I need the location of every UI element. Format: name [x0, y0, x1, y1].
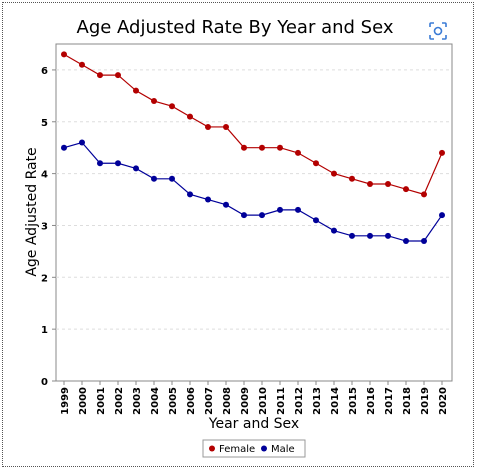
x-tick-label: 2013: [312, 387, 323, 415]
male-point-2013: [313, 217, 319, 224]
x-axis-label: Year and Sex: [208, 416, 299, 432]
x-tick-label: 2015: [348, 387, 359, 415]
y-tick-label: 3: [41, 221, 48, 232]
y-tick-label: 5: [41, 118, 48, 129]
y-axis-label: Age Adjusted Rate: [24, 147, 40, 276]
y-tick-label: 4: [41, 170, 48, 181]
female-point-2004: [151, 98, 157, 105]
female-point-2013: [313, 160, 319, 167]
y-tick-label: 1: [41, 325, 48, 336]
female-point-2009: [241, 144, 247, 151]
male-point-1999: [61, 144, 67, 151]
female-point-2003: [133, 87, 139, 94]
x-tick-label: 2012: [294, 387, 305, 415]
x-tick-label: 2020: [438, 387, 449, 415]
male-point-2015: [349, 232, 355, 239]
male-point-2005: [169, 175, 175, 182]
x-tick-label: 2008: [222, 387, 233, 415]
x-tick-label: 2017: [384, 387, 395, 415]
male-point-2008: [223, 201, 229, 208]
female-point-2001: [97, 72, 103, 79]
male-point-2002: [115, 160, 121, 167]
legend-box: [202, 439, 306, 458]
male-point-2006: [187, 191, 193, 198]
x-tick-label: 2001: [96, 387, 107, 415]
x-tick-label: 2000: [78, 387, 89, 415]
female-legend-marker: [209, 445, 215, 452]
female-point-2010: [259, 144, 265, 151]
male-point-2010: [259, 212, 265, 219]
x-tick-label: 1999: [60, 387, 71, 415]
x-tick-label: 2005: [168, 387, 179, 415]
x-tick-label: 2014: [330, 387, 341, 415]
legend: Female Male: [202, 439, 306, 458]
male-point-2017: [385, 232, 391, 239]
x-tick-label: 2019: [420, 387, 431, 415]
male-point-2018: [403, 238, 409, 245]
female-point-2015: [349, 175, 355, 182]
y-tick-label: 6: [41, 66, 48, 77]
male-point-2009: [241, 212, 247, 219]
female-point-2002: [115, 72, 121, 79]
x-tick-label: 2011: [276, 387, 287, 415]
male-point-2003: [133, 165, 139, 172]
female-point-2000: [79, 61, 85, 68]
camera-scan-button[interactable]: [428, 21, 448, 41]
x-tick-label: 2007: [204, 387, 215, 415]
male-point-2001: [97, 160, 103, 167]
female-point-1999: [61, 51, 67, 58]
x-tick-label: 2016: [366, 387, 377, 415]
female-point-2017: [385, 180, 391, 187]
x-tick-label: 2006: [186, 387, 197, 415]
camera-scan-icon: [429, 22, 447, 40]
female-point-2006: [187, 113, 193, 120]
female-point-2020: [439, 149, 445, 156]
female-point-2011: [277, 144, 283, 151]
female-point-2018: [403, 186, 409, 193]
female-legend-label: Female: [219, 444, 255, 455]
male-legend-label: Male: [271, 444, 295, 455]
male-point-2011: [277, 206, 283, 213]
y-tick-label: 2: [41, 273, 48, 284]
female-point-2016: [367, 180, 373, 187]
plot-area: [55, 43, 453, 382]
male-point-2014: [331, 227, 337, 234]
female-point-2012: [295, 149, 301, 156]
y-tick-label: 0: [41, 377, 48, 388]
female-series-line: [63, 53, 443, 196]
male-point-2019: [421, 238, 427, 245]
chart-frame: [2, 2, 474, 467]
male-legend-marker: [261, 445, 267, 452]
chart-title: Age Adjusted Rate By Year and Sex: [77, 17, 394, 38]
x-tick-label: 2003: [132, 387, 143, 415]
female-point-2005: [169, 103, 175, 110]
female-point-2007: [205, 123, 211, 130]
male-point-2007: [205, 196, 211, 203]
x-tick-label: 2018: [402, 387, 413, 415]
male-point-2012: [295, 206, 301, 213]
male-point-2020: [439, 212, 445, 219]
x-tick-label: 2004: [150, 387, 161, 415]
female-point-2014: [331, 170, 337, 177]
female-point-2008: [223, 123, 229, 130]
x-tick-label: 2010: [258, 387, 269, 415]
male-point-2016: [367, 232, 373, 239]
male-point-2004: [151, 175, 157, 182]
male-series-line: [63, 141, 443, 242]
male-point-2000: [79, 139, 85, 146]
female-point-2019: [421, 191, 427, 198]
x-tick-label: 2009: [240, 387, 251, 415]
x-tick-label: 2002: [114, 387, 125, 415]
